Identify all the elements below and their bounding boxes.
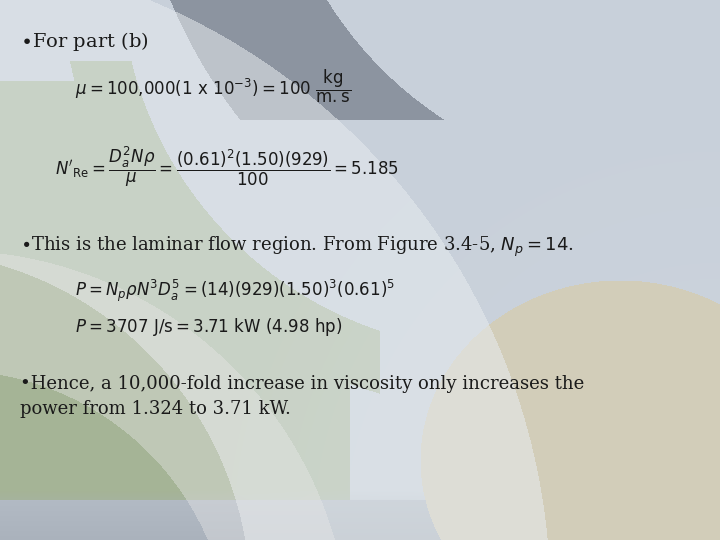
Text: $\mu = 100{,}000(1\ \mathrm{x}\ 10^{-3}) = 100\ \dfrac{\mathrm{kg}}{\mathrm{m.s}: $\mu = 100{,}000(1\ \mathrm{x}\ 10^{-3})… (75, 68, 351, 105)
Text: •Hence, a 10,000-fold increase in viscosity only increases the
power from 1.324 : •Hence, a 10,000-fold increase in viscos… (20, 375, 584, 418)
Text: $P = N_p\rho N^3 D_a^5 = (14)(929)(1.50)^3(0.61)^5$: $P = N_p\rho N^3 D_a^5 = (14)(929)(1.50)… (75, 278, 395, 305)
Text: $N'_{\mathrm{Re}} = \dfrac{D_a^2 N\rho}{\mu} = \dfrac{(0.61)^2(1.50)(929)}{100} : $N'_{\mathrm{Re}} = \dfrac{D_a^2 N\rho}{… (55, 145, 399, 190)
Text: $\bullet$For part (b): $\bullet$For part (b) (20, 30, 148, 53)
Text: $\bullet$This is the laminar flow region. From Figure 3.4-5, $N_p = 14$.: $\bullet$This is the laminar flow region… (20, 235, 574, 259)
Text: $P = 3707\ \mathrm{J/s} = 3.71\ \mathrm{kW}\ (4.98\ \mathrm{hp})$: $P = 3707\ \mathrm{J/s} = 3.71\ \mathrm{… (75, 316, 343, 338)
